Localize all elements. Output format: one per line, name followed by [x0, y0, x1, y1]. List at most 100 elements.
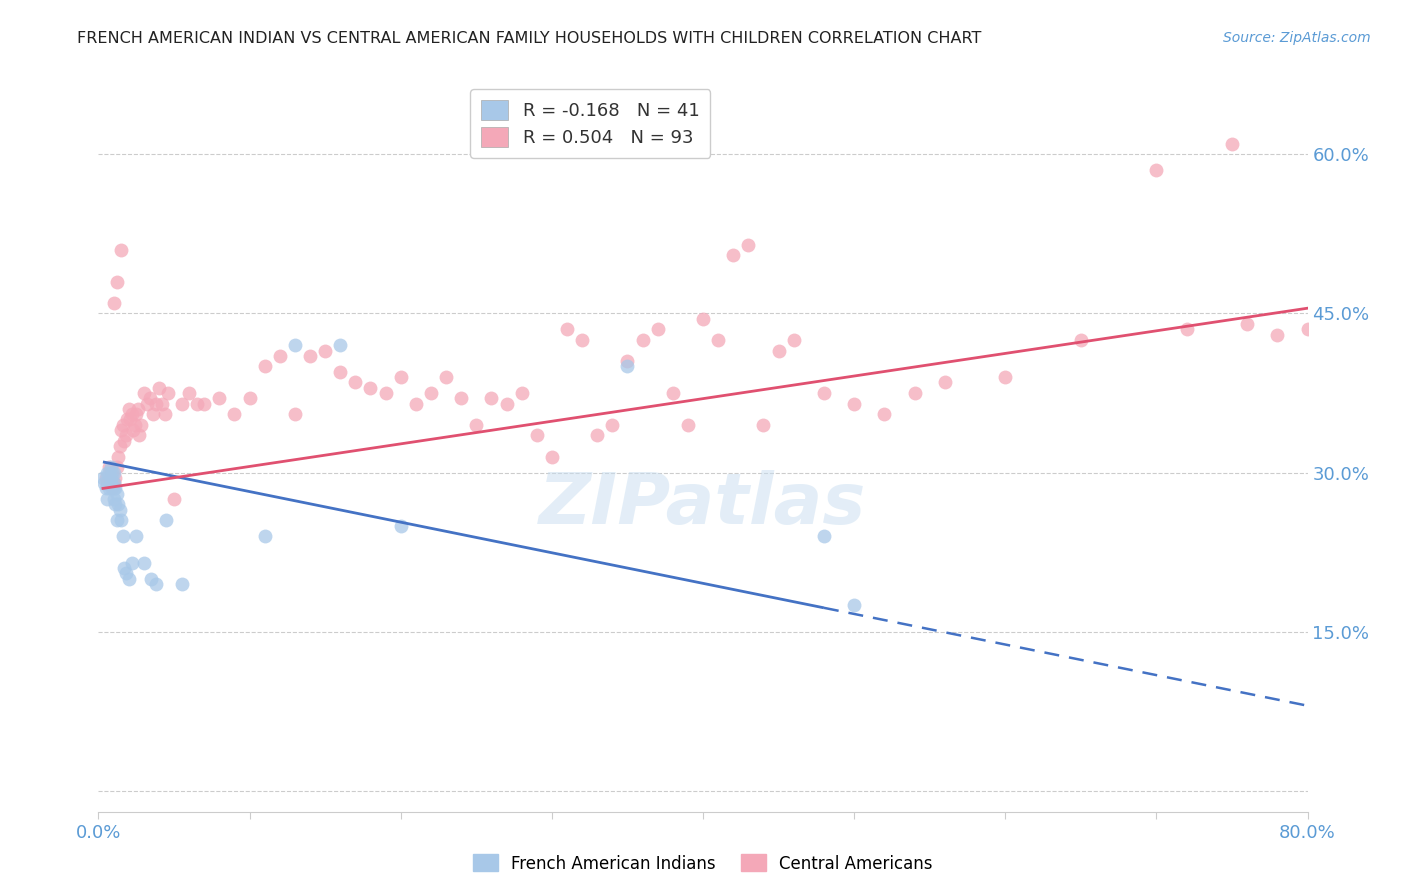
Text: FRENCH AMERICAN INDIAN VS CENTRAL AMERICAN FAMILY HOUSEHOLDS WITH CHILDREN CORRE: FRENCH AMERICAN INDIAN VS CENTRAL AMERIC… — [77, 31, 981, 46]
Point — [1267, 327, 1289, 342]
Text: ZIPatlas: ZIPatlas — [540, 470, 866, 539]
Point — [132, 556, 155, 570]
Point — [103, 482, 125, 496]
Point — [141, 572, 163, 586]
Point — [586, 428, 609, 442]
Point — [145, 396, 167, 410]
Point — [329, 365, 352, 379]
Point — [269, 349, 291, 363]
Point — [110, 243, 132, 257]
Point — [155, 513, 177, 527]
Point — [314, 343, 336, 358]
Legend: R = -0.168   N = 41, R = 0.504   N = 93: R = -0.168 N = 41, R = 0.504 N = 93 — [470, 89, 710, 158]
Point — [873, 407, 896, 421]
Point — [299, 349, 322, 363]
Point — [101, 482, 124, 496]
Point — [111, 529, 134, 543]
Point — [100, 476, 122, 491]
Point — [104, 497, 127, 511]
Point — [737, 237, 759, 252]
Point — [112, 561, 135, 575]
Point — [139, 392, 162, 406]
Point — [707, 333, 730, 347]
Point — [994, 370, 1017, 384]
Point — [120, 412, 142, 426]
Point — [129, 417, 152, 432]
Point — [110, 423, 132, 437]
Point — [105, 460, 128, 475]
Point — [93, 476, 115, 491]
Point — [631, 333, 654, 347]
Point — [125, 407, 148, 421]
Point — [96, 491, 118, 506]
Point — [768, 343, 790, 358]
Point — [103, 466, 125, 480]
Point — [124, 417, 146, 432]
Point — [118, 572, 141, 586]
Point — [555, 322, 578, 336]
Point — [661, 386, 683, 401]
Point — [135, 396, 157, 410]
Point — [98, 482, 121, 496]
Point — [98, 460, 121, 475]
Point — [1144, 163, 1167, 178]
Point — [616, 354, 638, 368]
Point — [253, 359, 276, 374]
Point — [121, 556, 143, 570]
Point — [142, 407, 165, 421]
Point — [163, 491, 186, 506]
Point — [153, 407, 176, 421]
Point — [108, 439, 131, 453]
Point — [108, 502, 131, 516]
Point — [115, 412, 138, 426]
Point — [193, 396, 215, 410]
Point — [420, 386, 443, 401]
Point — [105, 275, 128, 289]
Point — [98, 466, 121, 480]
Point — [121, 407, 143, 421]
Point — [224, 407, 246, 421]
Point — [132, 386, 155, 401]
Point — [495, 396, 517, 410]
Point — [127, 401, 149, 416]
Point — [1070, 333, 1092, 347]
Point — [752, 417, 775, 432]
Point — [934, 376, 956, 390]
Point — [101, 466, 124, 480]
Point — [107, 450, 129, 464]
Point — [103, 476, 125, 491]
Point — [111, 417, 134, 432]
Point — [186, 396, 208, 410]
Point — [253, 529, 276, 543]
Point — [1236, 317, 1258, 331]
Point — [91, 471, 114, 485]
Point — [103, 296, 125, 310]
Point — [94, 471, 117, 485]
Point — [107, 497, 129, 511]
Point — [526, 428, 548, 442]
Point — [813, 529, 835, 543]
Point — [112, 434, 135, 448]
Point — [114, 428, 136, 442]
Point — [904, 386, 927, 401]
Point — [94, 482, 117, 496]
Point — [104, 482, 127, 496]
Point — [100, 460, 122, 475]
Point — [100, 466, 122, 480]
Text: Source: ZipAtlas.com: Source: ZipAtlas.com — [1223, 31, 1371, 45]
Point — [114, 566, 136, 581]
Point — [170, 396, 193, 410]
Point — [1220, 136, 1243, 151]
Point — [481, 392, 503, 406]
Point — [284, 407, 307, 421]
Point — [100, 471, 122, 485]
Point — [170, 576, 193, 591]
Point — [96, 466, 118, 480]
Point — [465, 417, 488, 432]
Point — [104, 471, 127, 485]
Point — [148, 381, 170, 395]
Point — [602, 417, 624, 432]
Point — [571, 333, 593, 347]
Point — [360, 381, 382, 395]
Point — [118, 401, 141, 416]
